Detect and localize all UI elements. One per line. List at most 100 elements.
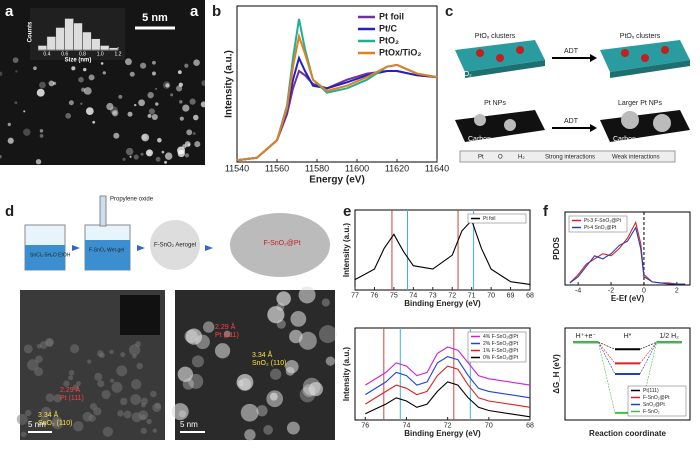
label: SnO₂ (110) xyxy=(38,420,73,427)
texture-dot xyxy=(39,129,44,133)
legend-label: Pt-3 F-SnO₂@Pt xyxy=(584,218,622,224)
texture-dot xyxy=(298,331,317,350)
texture-dot xyxy=(97,380,105,388)
image-texture xyxy=(0,57,208,165)
label: ADT xyxy=(564,118,579,125)
x-tick-label: 76 xyxy=(371,292,379,299)
label: 3.34 Å xyxy=(252,350,273,359)
texture-dot xyxy=(148,108,155,115)
nanoparticle xyxy=(653,114,671,132)
x-tick-label: 76 xyxy=(361,422,369,429)
texture-dot xyxy=(176,85,183,92)
texture-dot xyxy=(70,344,80,354)
x-tick-label: 72 xyxy=(444,422,452,429)
texture-dot xyxy=(185,328,203,345)
arrow xyxy=(72,245,80,251)
legend-label: Pt foil xyxy=(379,11,404,21)
label: F-SnO₂ Wet-gel xyxy=(89,247,124,253)
texture-dot xyxy=(12,57,19,64)
texture-dot xyxy=(116,365,128,377)
x-axis-label: Binding Energy (eV) xyxy=(404,299,481,308)
legend-label: 2% F-SnO₂@Pt xyxy=(483,341,519,347)
schematic-d xyxy=(20,195,335,440)
texture-dot xyxy=(154,87,158,90)
texture-dot xyxy=(23,128,31,136)
legend-label: F-SnO₂ xyxy=(643,409,660,415)
texture-dot xyxy=(16,413,28,425)
texture-dot xyxy=(131,379,142,390)
category-label: H⁺+e⁻ xyxy=(576,333,597,340)
texture-dot xyxy=(100,62,104,65)
scale-label: 5 nm xyxy=(28,420,46,429)
texture-dot xyxy=(20,431,27,438)
x-axis-label: Binding Energy (eV) xyxy=(404,429,481,438)
y-axis-label: Intensity (a.u.) xyxy=(342,347,351,402)
texture-dot xyxy=(92,120,96,124)
bar xyxy=(64,18,74,51)
x-tick-label: 0.4 xyxy=(43,51,50,57)
label: Propylene oxide xyxy=(110,197,154,203)
series-line xyxy=(365,356,531,399)
texture-dot xyxy=(195,334,210,350)
connector xyxy=(598,342,616,375)
texture-dot xyxy=(71,66,76,71)
texture-dot xyxy=(191,355,204,368)
texture-dot xyxy=(182,378,194,390)
texture-dot xyxy=(131,412,142,423)
cluster xyxy=(641,54,649,62)
connector xyxy=(639,342,657,375)
texture-dot xyxy=(129,71,135,77)
legend-label: PtO₂ xyxy=(379,35,399,45)
plot-frame xyxy=(354,327,531,421)
texture-dot xyxy=(237,379,245,387)
texture-dot xyxy=(111,381,123,393)
texture-dot xyxy=(192,131,196,136)
texture-dot xyxy=(113,132,120,139)
texture-dot xyxy=(193,59,200,66)
x-tick-label: 0.8 xyxy=(79,51,86,57)
panel-label: e xyxy=(343,203,351,220)
texture-dot xyxy=(165,83,170,88)
texture-dot xyxy=(118,94,123,99)
cluster xyxy=(496,54,504,62)
texture-dot xyxy=(14,101,18,105)
x-axis-label: Size (nm) xyxy=(65,58,92,64)
texture-dot xyxy=(321,298,330,307)
legend-label: 0% F-SnO₂@Pt xyxy=(483,355,519,361)
slab xyxy=(465,60,545,78)
texture-dot xyxy=(83,67,87,72)
x-tick-label: 70 xyxy=(487,292,495,299)
bar xyxy=(46,36,57,51)
texture-dot xyxy=(53,394,62,403)
texture-dot xyxy=(48,80,55,87)
x-tick-label: 77 xyxy=(351,292,359,299)
label: Carbon xyxy=(613,136,636,143)
texture-dot xyxy=(318,325,337,344)
texture-dot xyxy=(177,366,194,382)
series-line xyxy=(365,365,531,408)
texture-dot xyxy=(133,103,137,107)
x-tick-label: 69 xyxy=(507,292,515,299)
texture-dot xyxy=(112,111,118,116)
texture-dot xyxy=(141,133,150,142)
bar xyxy=(55,27,65,51)
texture-dot xyxy=(325,356,336,366)
arrowhead xyxy=(590,124,597,132)
bar xyxy=(91,38,101,51)
series-line xyxy=(236,32,438,162)
x-tick-label: 11600 xyxy=(345,164,369,174)
panel-label: f xyxy=(543,203,549,220)
texture-dot xyxy=(186,129,193,136)
texture-dot xyxy=(236,373,254,391)
label: PtOₓ clusters xyxy=(620,33,661,40)
cluster xyxy=(661,46,669,54)
legend-label: F-SnO₂@Pt xyxy=(643,395,670,401)
y-axis-label: Counts xyxy=(28,21,34,42)
texture-dot xyxy=(99,352,105,359)
nanoparticle xyxy=(621,111,639,129)
x-tick-label: 11640 xyxy=(425,164,449,174)
legend-label: SnO₂@Pt xyxy=(643,402,665,408)
texture-dot xyxy=(152,60,156,65)
texture-dot xyxy=(194,141,201,148)
texture-dot xyxy=(117,410,124,417)
